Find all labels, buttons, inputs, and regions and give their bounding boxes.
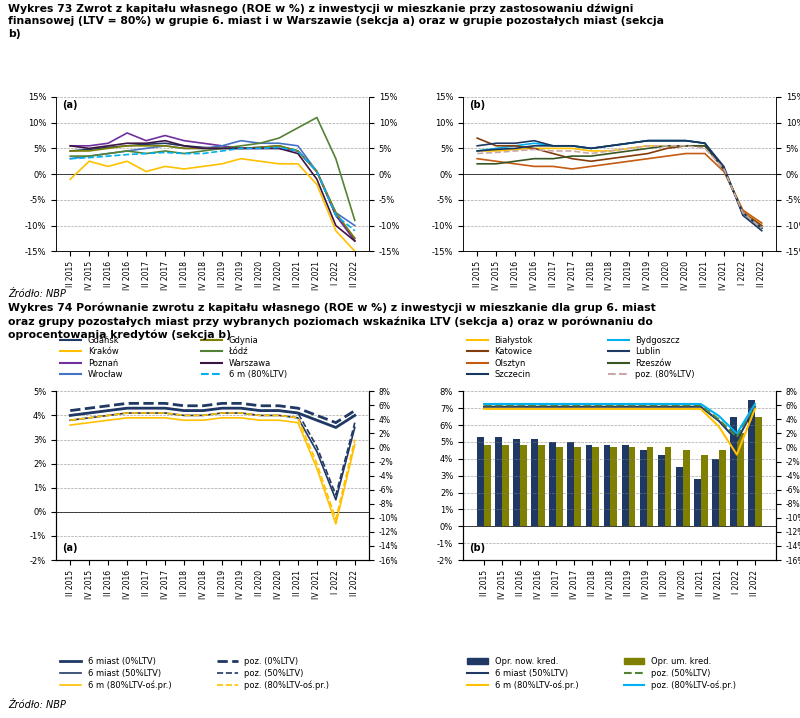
Bar <box>538 445 545 526</box>
Bar <box>531 439 538 526</box>
Bar <box>682 450 690 526</box>
Text: Źródło: NBP: Źródło: NBP <box>8 289 66 299</box>
Bar <box>586 445 592 526</box>
Legend: Gdynia, Łódź, Warszawa, 6 m (80%LTV): Gdynia, Łódź, Warszawa, 6 m (80%LTV) <box>201 336 286 379</box>
Bar <box>622 445 629 526</box>
Text: (b): (b) <box>470 100 486 110</box>
Bar <box>701 455 707 526</box>
Bar <box>567 442 574 526</box>
Bar <box>592 447 599 526</box>
Bar <box>712 459 718 526</box>
Bar <box>658 455 665 526</box>
Text: Źródło: NBP: Źródło: NBP <box>8 700 66 710</box>
Bar <box>610 447 618 526</box>
Bar <box>665 447 671 526</box>
Bar <box>748 400 755 526</box>
Bar <box>640 450 646 526</box>
Bar <box>718 450 726 526</box>
Bar <box>737 434 744 526</box>
Bar <box>550 442 556 526</box>
Bar <box>477 437 484 526</box>
Bar <box>495 437 502 526</box>
Text: Wykres 73 Zwrot z kapitału własnego (ROE w %) z inwestycji w mieszkanie przy zas: Wykres 73 Zwrot z kapitału własnego (ROE… <box>8 4 664 39</box>
Bar <box>514 439 520 526</box>
Bar <box>556 447 563 526</box>
Bar <box>694 479 701 526</box>
Bar <box>646 447 654 526</box>
Bar <box>520 445 527 526</box>
Legend: Bydgoszcz, Lublin, Rzeszów, poz. (80%LTV): Bydgoszcz, Lublin, Rzeszów, poz. (80%LTV… <box>608 336 695 379</box>
Text: (b): (b) <box>470 544 486 554</box>
Bar <box>502 445 509 526</box>
Bar <box>676 467 682 526</box>
Bar <box>603 445 610 526</box>
Bar <box>629 447 635 526</box>
Text: (a): (a) <box>62 544 78 554</box>
Bar <box>730 416 737 526</box>
Bar <box>755 416 762 526</box>
Legend: Opr. um. kred., poz. (50%LTV), poz. (80%LTV-oś.pr.): Opr. um. kred., poz. (50%LTV), poz. (80%… <box>624 657 736 689</box>
Bar <box>574 447 581 526</box>
Text: Wykres 74 Porównanie zwrotu z kapitału własnego (ROE w %) z inwestycji w mieszka: Wykres 74 Porównanie zwrotu z kapitału w… <box>8 303 656 340</box>
Bar <box>484 445 491 526</box>
Text: (a): (a) <box>62 100 78 110</box>
Legend: poz. (0%LTV), poz. (50%LTV), poz. (80%LTV-oś.pr.): poz. (0%LTV), poz. (50%LTV), poz. (80%LT… <box>217 657 329 689</box>
